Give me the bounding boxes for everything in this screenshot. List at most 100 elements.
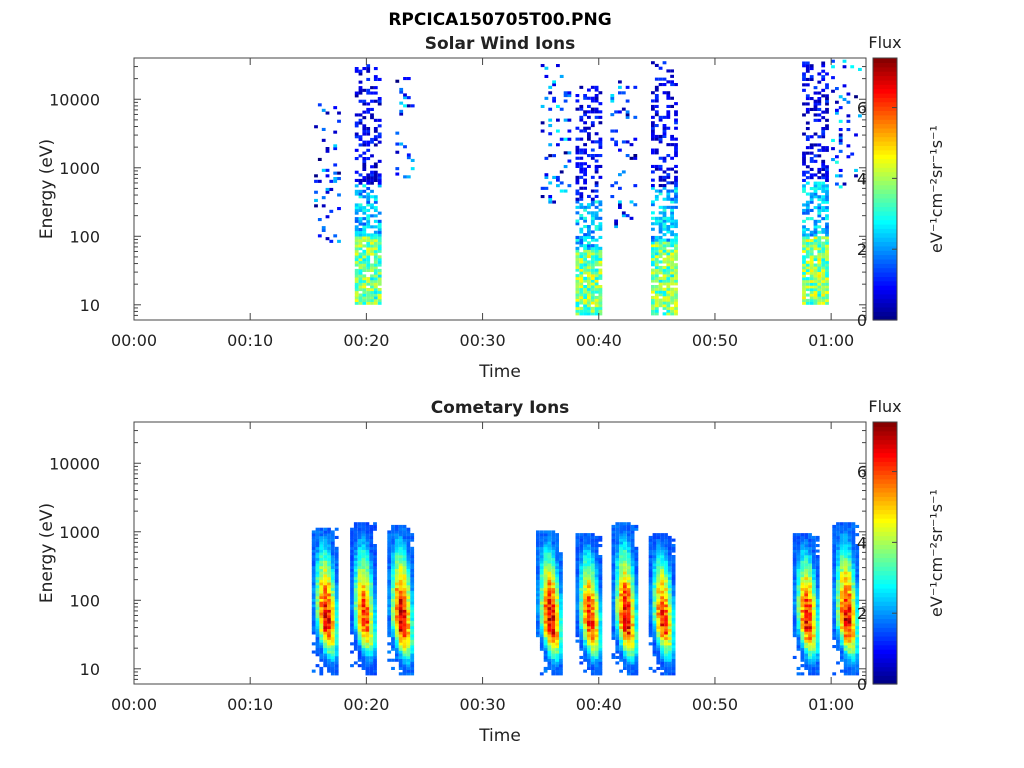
spectrogram-cell: [656, 563, 661, 567]
spectrogram-cell: [321, 196, 326, 200]
spectrogram-cell: [831, 158, 835, 162]
spectrogram-cell: [851, 522, 856, 526]
spectrogram-cell: [358, 88, 363, 92]
spectrogram-cell: [391, 533, 395, 537]
spectrogram-cell: [817, 277, 822, 281]
spectrogram-cell: [809, 301, 814, 305]
spectrogram-cell: [825, 86, 829, 90]
spectrogram-cell: [623, 527, 627, 531]
spectrogram-cell: [611, 552, 616, 556]
spectrogram-cell: [350, 612, 354, 616]
spectrogram-cell: [587, 655, 591, 659]
spectrogram-cell: [587, 574, 591, 578]
spectrogram-cell: [611, 598, 616, 602]
spectrogram-cell: [334, 658, 339, 662]
spectrogram-cell: [334, 574, 339, 578]
spectrogram-cell: [666, 225, 671, 229]
spectrogram-cell: [575, 293, 580, 297]
colorbar-segment: [873, 315, 897, 321]
spectrogram-cell: [583, 563, 587, 567]
spectrogram-cell: [623, 631, 627, 635]
spectrogram-cell: [667, 604, 672, 608]
spectrogram-cell: [334, 645, 339, 649]
spectrogram-cell: [626, 593, 631, 597]
spectrogram-cell: [671, 628, 676, 632]
spectrogram-cell: [662, 268, 667, 272]
spectrogram-cell: [847, 639, 852, 643]
spectrogram-cell: [590, 598, 595, 602]
spectrogram-cell: [666, 230, 671, 234]
spectrogram-cell: [575, 252, 580, 256]
spectrogram-cell: [813, 274, 818, 278]
spectrogram-cell: [594, 287, 599, 291]
spectrogram-cell: [847, 585, 852, 589]
spectrogram-cell: [369, 524, 374, 528]
spectrogram-cell: [369, 664, 374, 668]
spectrogram-cell: [387, 544, 392, 548]
spectrogram-cell: [666, 219, 671, 223]
spectrogram-cell: [651, 211, 655, 215]
spectrogram-cell: [667, 541, 672, 545]
spectrogram-cell: [398, 549, 403, 553]
spectrogram-cell: [543, 628, 548, 632]
spectrogram-cell: [802, 233, 806, 237]
spectrogram-cell: [843, 538, 848, 542]
spectrogram-cell: [815, 636, 820, 640]
spectrogram-cell: [323, 655, 328, 659]
spectrogram-cell: [805, 206, 810, 210]
spectrogram-cell: [543, 563, 548, 567]
spectrogram-cell: [334, 557, 339, 561]
spectrogram-cell: [539, 544, 544, 548]
spectrogram-cell: [660, 590, 664, 594]
spectrogram-cell: [664, 587, 668, 591]
spectrogram-cell: [855, 612, 860, 616]
spectrogram-cell: [817, 293, 822, 297]
spectrogram-cell: [395, 595, 399, 599]
spectrogram-cell: [330, 672, 335, 676]
spectrogram-cell: [855, 574, 860, 578]
spectrogram-cell: [357, 642, 362, 646]
spectrogram-cell: [555, 590, 559, 594]
spectrogram-cell: [598, 301, 603, 305]
spectrogram-cell: [630, 647, 635, 651]
spectrogram-cell: [377, 247, 382, 251]
spectrogram-cell: [395, 571, 399, 575]
spectrogram-cell: [330, 639, 335, 643]
spectrogram-cell: [796, 612, 801, 616]
spectrogram-cell: [377, 288, 382, 292]
spectrogram-cell: [813, 296, 818, 300]
spectrogram-cell: [667, 593, 672, 597]
spectrogram-cell: [334, 527, 339, 531]
spectrogram-cell: [825, 176, 829, 180]
spectrogram-cell: [817, 148, 822, 152]
spectrogram-cell: [611, 579, 616, 583]
spectrogram-cell: [802, 271, 806, 275]
spectrogram-cell: [365, 546, 370, 550]
spectrogram-cell: [619, 658, 623, 662]
spectrogram-cell: [353, 535, 358, 539]
spectrogram-cell: [353, 538, 358, 542]
spectrogram-cell: [317, 157, 322, 161]
spectrogram-cell: [594, 563, 599, 567]
spectrogram-cell: [575, 282, 580, 286]
spectrogram-cell: [815, 606, 820, 610]
spectrogram-cell: [590, 538, 595, 542]
spectrogram-cell: [350, 541, 354, 545]
spectrogram-cell: [323, 579, 328, 583]
spectrogram-cell: [843, 620, 848, 624]
spectrogram-cell: [579, 115, 584, 119]
spectrogram-cell: [327, 565, 331, 569]
colorbar-segment: [873, 223, 897, 229]
spectrogram-cell: [598, 309, 603, 313]
spectrogram-cell: [611, 634, 616, 638]
spectrogram-cell: [805, 181, 810, 185]
spectrogram-cell: [395, 655, 399, 659]
spectrogram-cell: [836, 574, 840, 578]
spectrogram-cell: [800, 574, 805, 578]
spectrogram-cell: [835, 182, 839, 186]
spectrogram-cell: [660, 666, 664, 670]
spectrogram-cell: [598, 290, 603, 294]
spectrogram-cell: [579, 552, 584, 556]
spectrogram-cell: [587, 664, 591, 668]
spectrogram-cell: [334, 582, 339, 586]
